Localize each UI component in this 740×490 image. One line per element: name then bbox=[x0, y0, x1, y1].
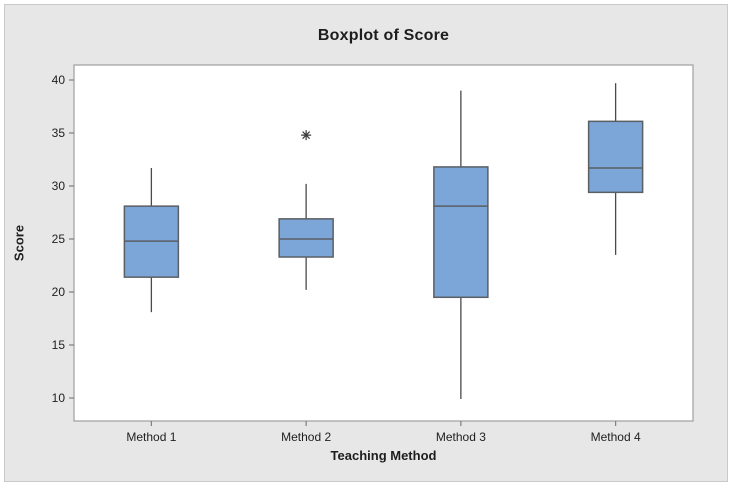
y-tick-label: 15 bbox=[52, 338, 66, 352]
iqr-box bbox=[433, 166, 489, 299]
boxplot-method-4 bbox=[587, 83, 644, 255]
y-tick-label: 40 bbox=[52, 73, 66, 87]
x-axis-title: Teaching Method bbox=[330, 448, 437, 463]
boxplot-method-3 bbox=[433, 90, 489, 400]
x-axis-ticks: Method 1 Method 2 Method 3 Method 4 bbox=[126, 421, 641, 444]
boxplot-method-1 bbox=[123, 167, 180, 313]
y-axis-ticks: 10 15 20 25 30 35 40 bbox=[52, 73, 74, 405]
x-tick-label: Method 2 bbox=[281, 430, 331, 444]
x-tick-label: Method 4 bbox=[591, 430, 641, 444]
chart-title: Boxplot of Score bbox=[317, 27, 450, 44]
y-tick-label: 30 bbox=[52, 179, 66, 193]
x-tick-label: Method 1 bbox=[126, 430, 176, 444]
y-tick-label: 35 bbox=[52, 126, 66, 140]
iqr-box bbox=[587, 120, 644, 194]
iqr-box bbox=[278, 218, 334, 258]
boxplot-method-2 bbox=[278, 130, 334, 290]
x-tick-label: Method 3 bbox=[436, 430, 486, 444]
y-tick-label: 25 bbox=[52, 232, 66, 246]
y-tick-label: 20 bbox=[52, 285, 66, 299]
y-tick-label: 10 bbox=[52, 391, 66, 405]
outlier-asterisk bbox=[301, 130, 312, 141]
